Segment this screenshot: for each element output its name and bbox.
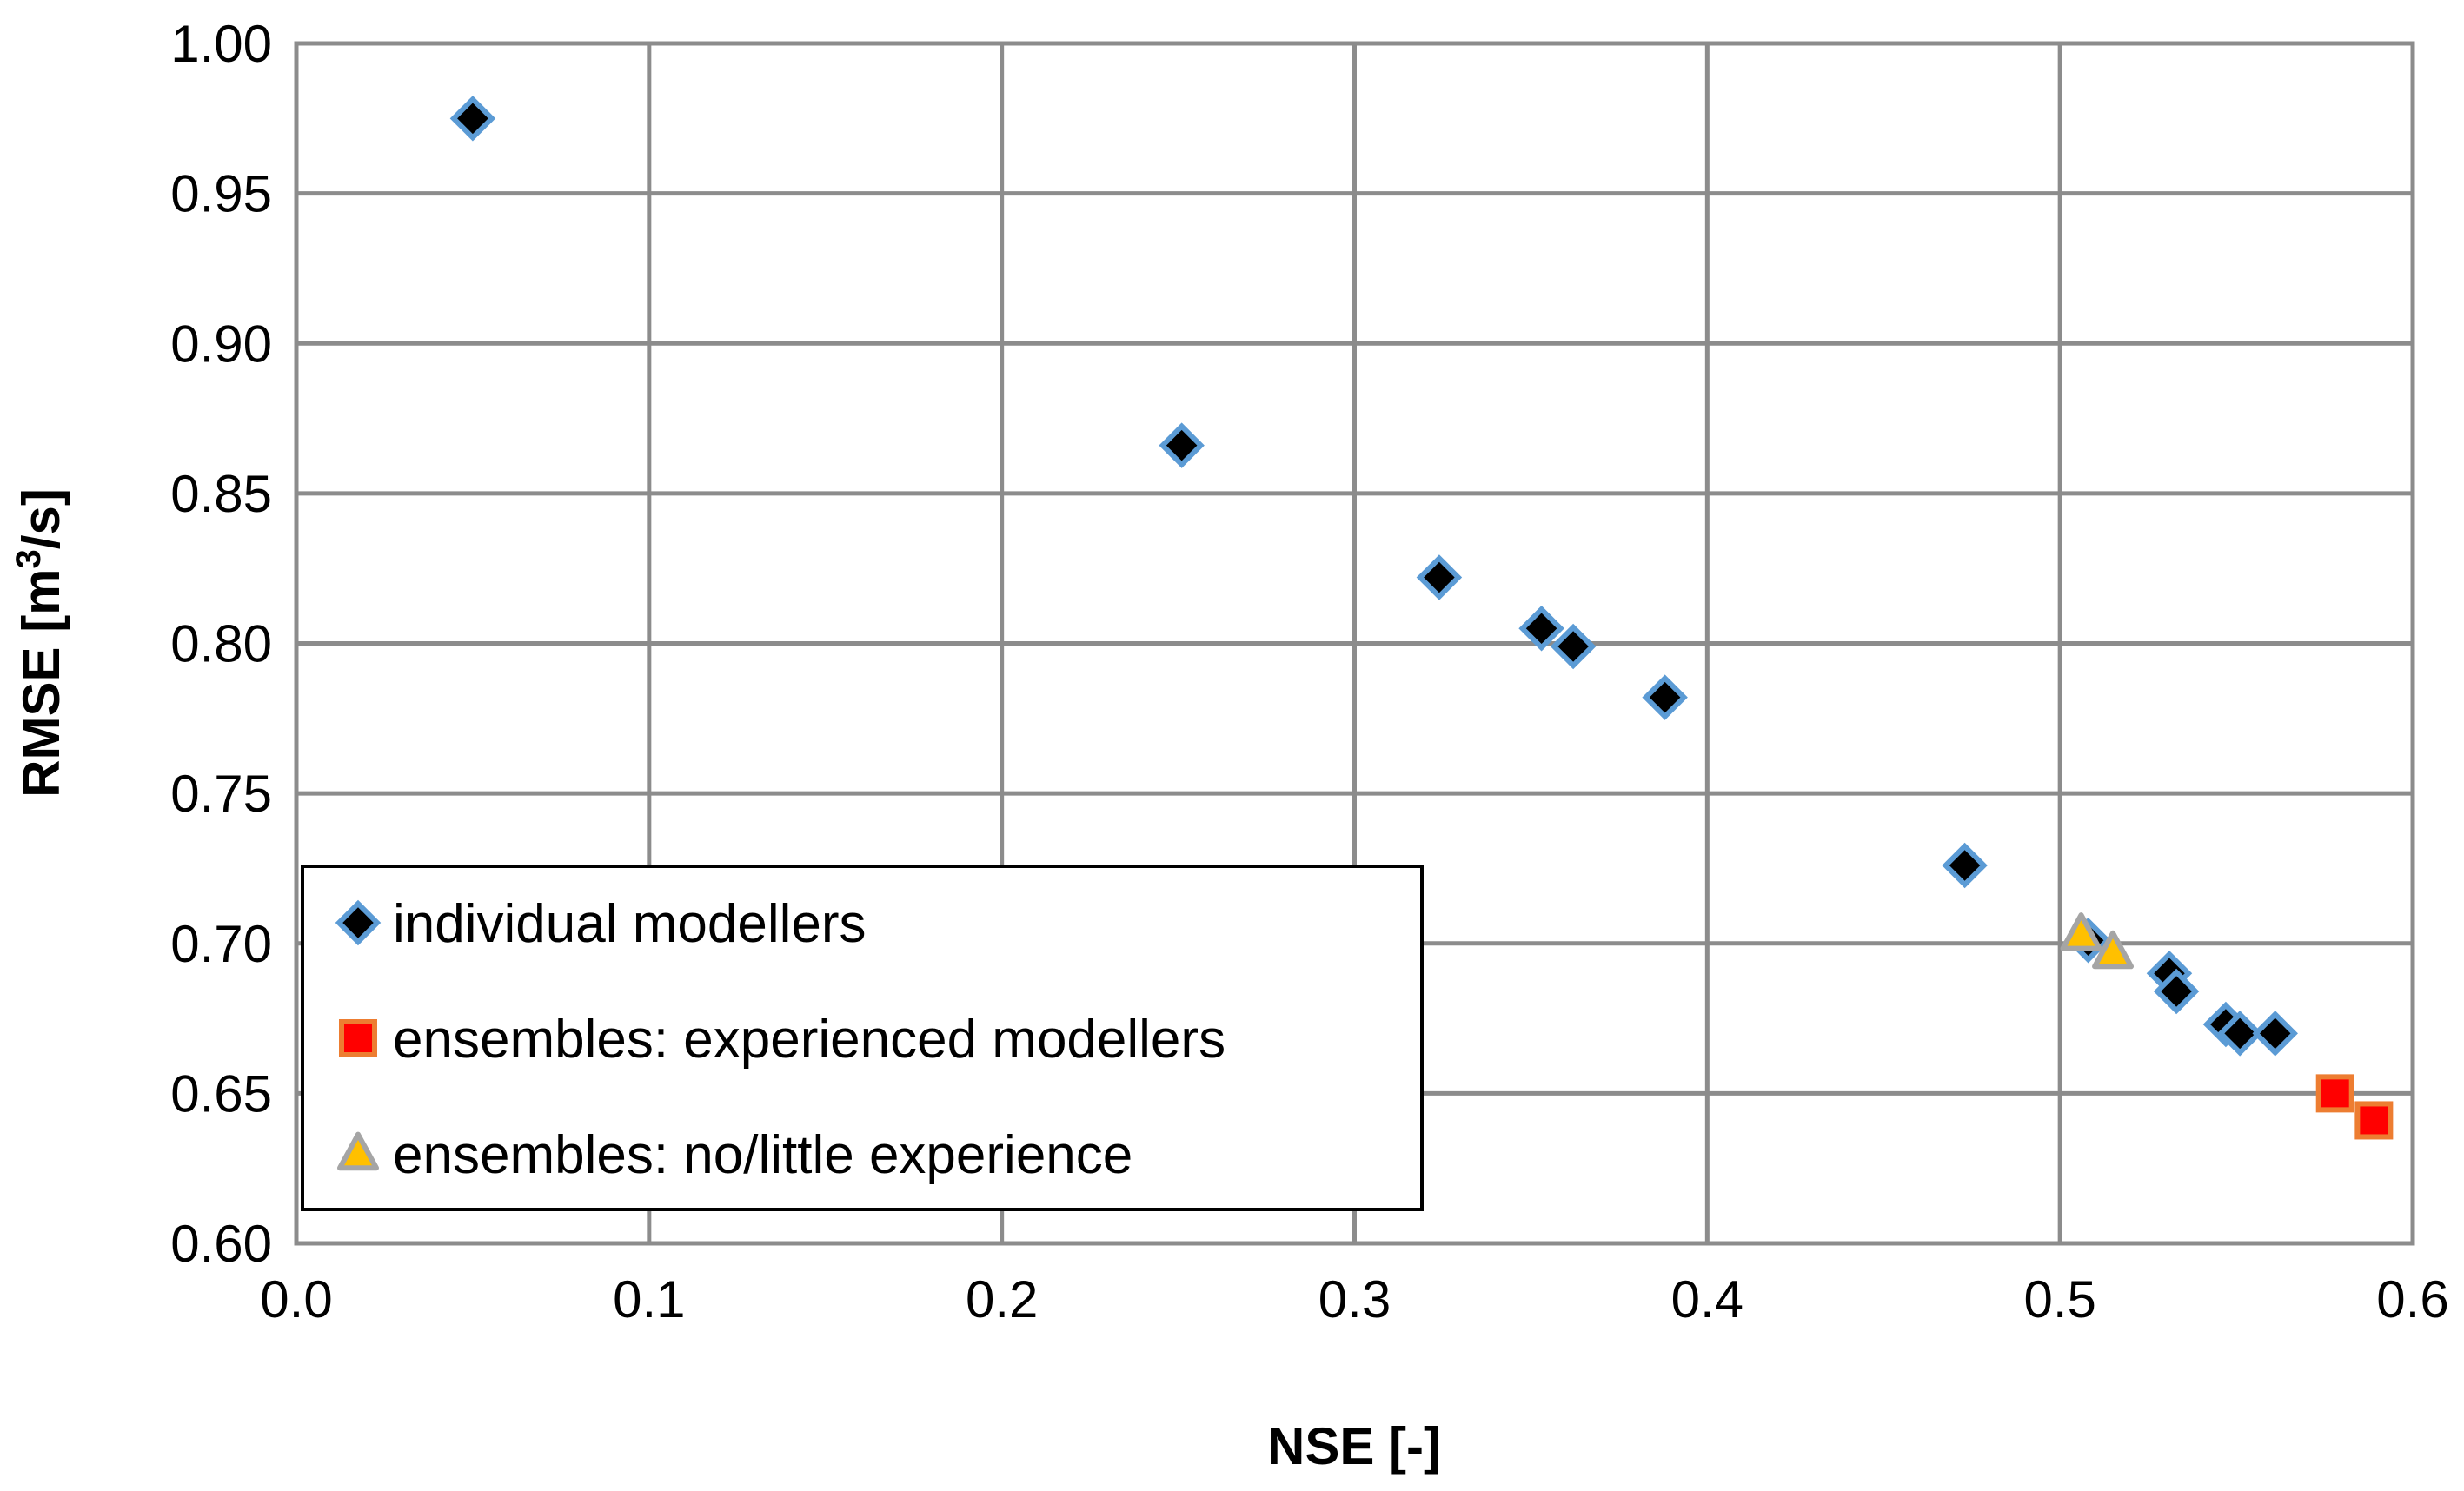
x-axis-title: NSE [-] (1267, 1417, 1441, 1475)
data-point-diamond (1518, 605, 1564, 652)
y-axis-title-main: RMSE [m (12, 568, 70, 797)
data-point-diamond (1642, 674, 1688, 720)
x-tick-label: 0.6 (2376, 1270, 2448, 1329)
data-point-triangle (2060, 912, 2102, 951)
legend-marker-diamond (335, 899, 382, 946)
data-point-diamond (2216, 1011, 2263, 1057)
x-tick-label: 0.0 (260, 1270, 332, 1329)
data-points (449, 96, 2394, 1140)
data-point-diamond (1416, 554, 1463, 600)
legend-marker-square (339, 1019, 377, 1057)
data-point-diamond (1550, 623, 1597, 670)
data-point-diamond (449, 96, 496, 142)
data-point-square (2315, 1074, 2354, 1113)
x-axis-tick-labels: 0.0 0.1 0.2 0.3 0.4 0.5 0.6 (260, 1270, 2448, 1329)
y-axis-tick-labels: 0.60 0.65 0.70 0.75 0.80 0.85 0.90 0.95 1.00 (170, 15, 272, 1273)
y-tick-label: 0.90 (170, 315, 272, 373)
legend-label: individual modellers (393, 894, 867, 954)
data-point-diamond (2153, 968, 2200, 1015)
legend-entry: ensembles: experienced modellers (339, 1010, 1225, 1070)
legend-entry: individual modellers (335, 894, 867, 954)
x-tick-label: 0.4 (1671, 1270, 1743, 1329)
y-tick-label: 0.65 (170, 1064, 272, 1123)
data-point-triangle (2092, 930, 2135, 970)
x-tick-label: 0.2 (966, 1270, 1038, 1329)
legend-box (301, 865, 1424, 1211)
y-tick-label: 0.75 (170, 765, 272, 823)
legend-entry: ensembles: no/little experience (337, 1125, 1132, 1185)
grid (294, 41, 2415, 1246)
y-tick-label: 0.85 (170, 465, 272, 523)
y-tick-label: 0.95 (170, 165, 272, 223)
series-square (2315, 1074, 2394, 1140)
series-diamond (449, 96, 2298, 1057)
legend: individual modellers ensembles: experienc… (301, 865, 1424, 1211)
data-point-diamond (1159, 422, 1205, 468)
x-tick-label: 0.3 (1318, 1270, 1391, 1329)
plot-area-border (294, 41, 2415, 1246)
series-triangle (2060, 912, 2135, 970)
y-tick-label: 0.80 (170, 615, 272, 673)
data-point-diamond (2252, 1011, 2298, 1057)
y-axis-title-tail: /s] (12, 488, 70, 549)
y-tick-label: 1.00 (170, 15, 272, 73)
y-axis-title-superscript: 3 (10, 549, 48, 568)
y-axis-title: RMSE [m3/s] (10, 488, 70, 798)
x-tick-label: 0.5 (2023, 1270, 2095, 1329)
legend-entries: individual modellers ensembles: experienc… (335, 894, 1225, 1185)
y-tick-label: 0.70 (170, 915, 272, 973)
x-tick-label: 0.1 (613, 1270, 685, 1329)
y-tick-label: 0.60 (170, 1215, 272, 1273)
legend-label: ensembles: experienced modellers (393, 1010, 1225, 1070)
legend-label: ensembles: no/little experience (393, 1125, 1132, 1185)
data-point-diamond (1942, 842, 1988, 889)
legend-marker-triangle (337, 1131, 379, 1171)
data-point-square (2354, 1101, 2394, 1140)
